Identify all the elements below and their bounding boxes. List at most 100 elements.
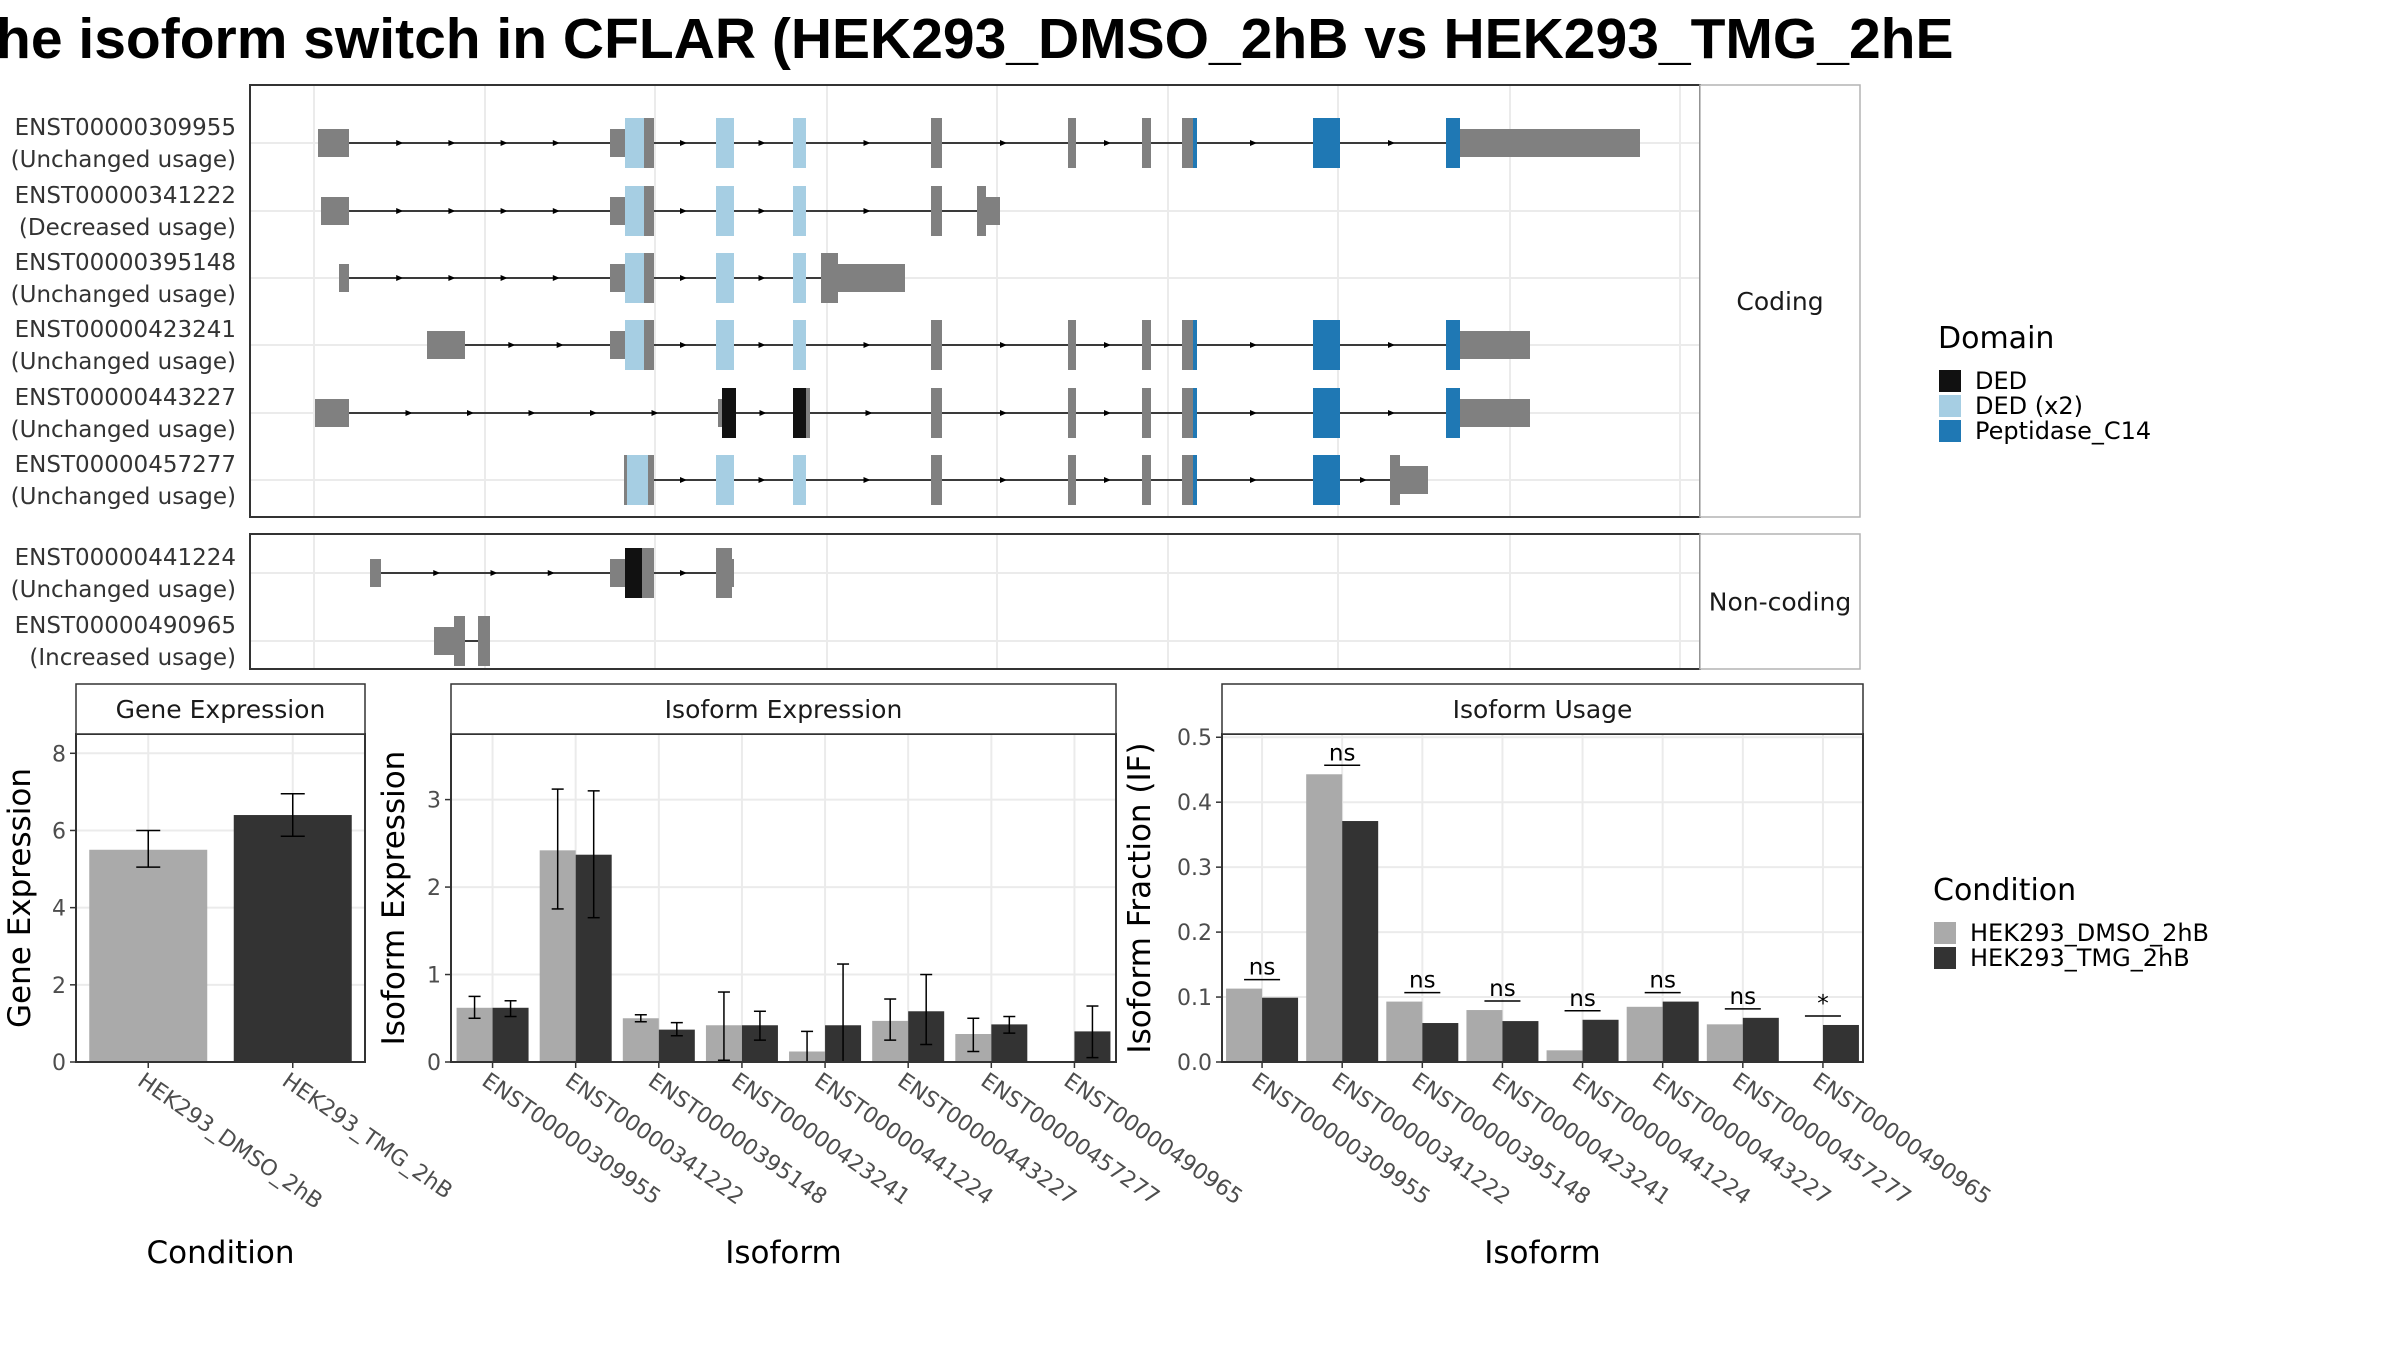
x-axis-title: Isoform [725, 1235, 842, 1271]
isoform-id-label: ENST00000395148 [15, 250, 236, 276]
exon [610, 129, 625, 157]
isoform-expression-chart: Isoform Expression0123ENST00000309955ENS… [376, 683, 1247, 1271]
panel-strip-label: Coding [1736, 287, 1823, 316]
direction-arrow [758, 140, 766, 146]
direction-arrow [1104, 140, 1111, 146]
bar [1742, 1017, 1779, 1062]
exon [718, 399, 722, 427]
isoform-id-label: ENST00000490965 [15, 613, 236, 639]
legend-swatch [1939, 370, 1961, 392]
direction-arrow [1000, 477, 1007, 483]
bar [1386, 1001, 1423, 1062]
legend-title: Domain [1938, 321, 2054, 356]
exon [1142, 388, 1151, 438]
direction-arrow [651, 410, 659, 416]
exon [1400, 466, 1428, 494]
direction-arrow [500, 208, 508, 214]
chart-title: Isoform Expression [665, 695, 903, 724]
direction-arrow [865, 410, 873, 416]
direction-arrow [863, 208, 871, 214]
direction-arrow [1000, 140, 1007, 146]
isoform-track [339, 253, 905, 303]
chart-strip [450, 683, 1117, 735]
exon [321, 197, 349, 225]
bar [1662, 1001, 1699, 1062]
exon [821, 253, 838, 303]
isoform-usage-label: (Unchanged usage) [11, 282, 236, 308]
domain-exon [1193, 455, 1197, 505]
bar [1226, 988, 1263, 1062]
domain-exon [716, 186, 734, 236]
bar [1306, 774, 1343, 1062]
domain-exon [625, 186, 644, 236]
isoform-id-label: ENST00000423241 [15, 317, 236, 343]
bar [1626, 1006, 1663, 1062]
direction-arrow [448, 208, 456, 214]
direction-arrow [758, 477, 766, 483]
domain-exon [793, 118, 806, 168]
direction-arrow [528, 410, 536, 416]
exon [454, 616, 465, 666]
y-axis-title: Gene Expression [2, 768, 38, 1028]
direction-arrow [552, 140, 560, 146]
domain-exon [793, 455, 806, 505]
bar [622, 1018, 659, 1062]
direction-arrow [680, 342, 687, 348]
y-tick-label: 0.3 [1177, 856, 1212, 881]
exon [931, 388, 942, 438]
direction-arrow [448, 140, 456, 146]
direction-arrow [680, 275, 687, 281]
exon [644, 118, 654, 168]
domain-exon [1313, 320, 1340, 370]
isoform-track [624, 455, 1428, 505]
significance-label: ns [1489, 976, 1516, 1002]
direction-arrow [680, 477, 687, 483]
direction-arrow [490, 570, 498, 576]
domain-exon [1193, 388, 1197, 438]
direction-arrow [863, 342, 871, 348]
isoform-id-label: ENST00000443227 [15, 385, 236, 411]
direction-arrow [1000, 342, 1007, 348]
domain-exon [1313, 388, 1340, 438]
exon [1068, 320, 1076, 370]
isoform-usage-label: (Unchanged usage) [11, 349, 236, 375]
direction-arrow [680, 208, 687, 214]
chart-strip [75, 683, 366, 735]
y-axis-title: Isoform Expression [376, 751, 412, 1046]
isoform-track [434, 616, 490, 666]
domain-exon [1313, 455, 1340, 505]
direction-arrow [1104, 342, 1111, 348]
direction-arrow [500, 140, 508, 146]
structure-panel: ENST00000309955 (Unchanged usage) ENST0000… [11, 84, 1861, 518]
legend-label: DED (x2) [1975, 392, 2083, 420]
direction-arrow [547, 570, 555, 576]
y-tick-label: 4 [52, 897, 66, 922]
isoform-id-label: ENST00000441224 [15, 545, 236, 571]
domain-exon [716, 253, 734, 303]
domain-exon [625, 320, 644, 370]
significance-label: ns [1409, 968, 1436, 994]
exon [1142, 118, 1151, 168]
isoform-usage-chart: ns ns ns ns ns ns ns * Isoform Usage 0.0 0.1 0.2 0.3… [1122, 683, 1995, 1271]
exon [610, 331, 625, 359]
bar [1546, 1050, 1583, 1062]
legend-swatch [1939, 395, 1961, 417]
legend-swatch [1934, 922, 1956, 944]
domain-exon [625, 118, 644, 168]
direction-arrow [1250, 410, 1257, 416]
bar [1582, 1019, 1619, 1062]
y-tick-label: 0.5 [1177, 726, 1212, 751]
exon [1182, 320, 1193, 370]
structure-panel: ENST00000441224 (Unchanged usage) ENST0000… [11, 533, 1861, 671]
direction-arrow [552, 275, 560, 281]
bar [1466, 1010, 1503, 1062]
direction-arrow [1250, 477, 1257, 483]
exon [716, 548, 732, 598]
exon [931, 118, 942, 168]
exon [986, 197, 1000, 225]
exon [1460, 399, 1530, 427]
direction-arrow [500, 275, 508, 281]
significance-label: ns [1730, 984, 1757, 1010]
exon [1182, 455, 1193, 505]
direction-arrow [396, 140, 404, 146]
